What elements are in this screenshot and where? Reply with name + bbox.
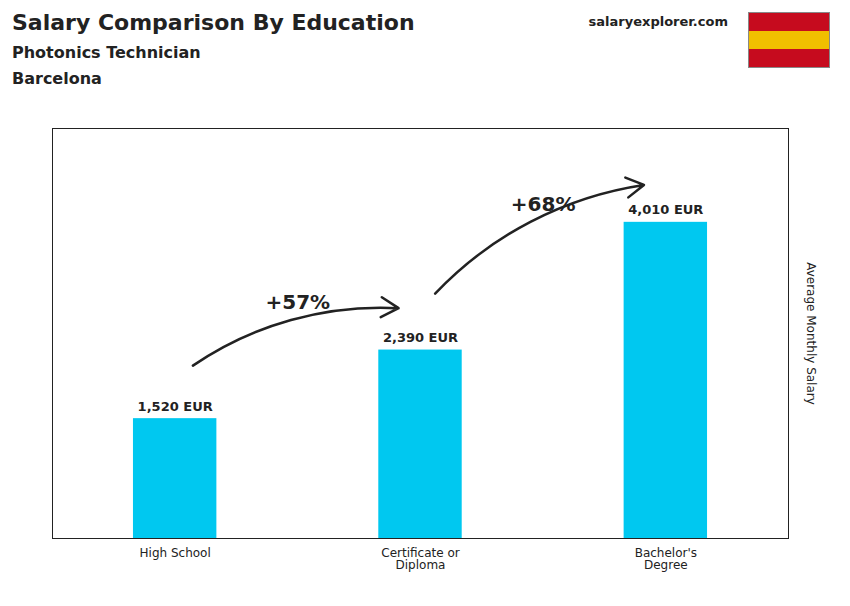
svg-text:1,520 EUR: 1,520 EUR <box>138 399 213 414</box>
svg-text:+68%: +68% <box>511 192 576 216</box>
html-text:salaryexplorer.com: salaryexplorer.com <box>588 14 728 29</box>
svg-text:+57%: +57% <box>266 290 331 314</box>
html-text:Barcelona: Barcelona <box>12 69 102 88</box>
html-text:Salary Comparison By Education: Salary Comparison By Education <box>12 10 415 35</box>
svg-text:2,390 EUR: 2,390 EUR <box>383 330 458 345</box>
svg-text:4,010 EUR: 4,010 EUR <box>628 202 703 217</box>
html-text:Photonics Technician: Photonics Technician <box>12 43 201 62</box>
svg-text:Certificate orDiploma: Certificate orDiploma <box>381 546 459 572</box>
svg-text:High School: High School <box>140 546 211 560</box>
svg-text:Bachelor'sDegree: Bachelor'sDegree <box>635 546 697 572</box>
svg-text:Average Monthly Salary: Average Monthly Salary <box>804 262 818 405</box>
